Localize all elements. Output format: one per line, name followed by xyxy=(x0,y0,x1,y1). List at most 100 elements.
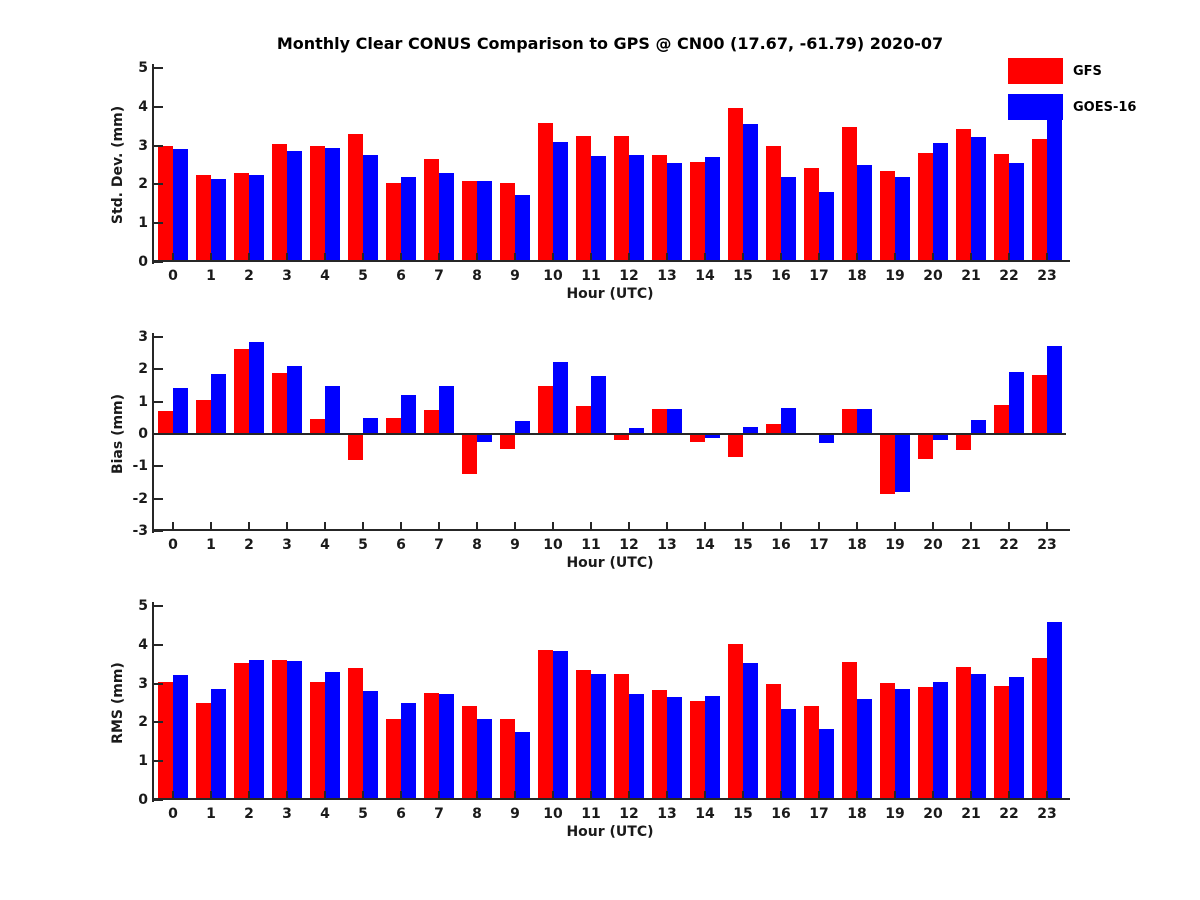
bar-gfs-hour-10 xyxy=(537,123,553,262)
bar-goes-16-hour-3 xyxy=(287,661,303,800)
bar-gfs-hour-21 xyxy=(955,666,971,800)
bar-goes-16-hour-18 xyxy=(857,409,873,434)
bar-goes-16-hour-12 xyxy=(629,155,645,262)
bar-goes-16-hour-6 xyxy=(401,703,417,800)
bias-plot-area: -3 -2 -1 0 1 2 3 0 1 2 3 4 5 6 7 8 9 10 11 12 13 14 15 16 17 18 19… xyxy=(132,330,1070,553)
bar-goes-16-hour-17 xyxy=(819,192,835,262)
bar-gfs-hour-2 xyxy=(233,172,249,262)
rms-x-tick-label: 7 xyxy=(434,806,444,822)
bar-goes-16-hour-23 xyxy=(1047,346,1063,434)
rms-x-tick-label: 22 xyxy=(999,806,1019,822)
stddev-x-tick xyxy=(818,253,820,262)
bar-goes-16-hour-5 xyxy=(363,417,379,434)
bar-goes-16-hour-22 xyxy=(1009,676,1025,800)
stddev-x-tick xyxy=(666,253,668,262)
legend-entry-gfs: GFS xyxy=(1008,58,1136,84)
bias-y-tick xyxy=(154,336,163,338)
bar-gfs-hour-15 xyxy=(727,434,743,457)
bar-gfs-hour-13 xyxy=(651,690,667,800)
bar-gfs-hour-0 xyxy=(157,411,173,434)
stddev-x-tick xyxy=(362,253,364,262)
rms-x-tick-label: 2 xyxy=(244,806,254,822)
bias-x-tick xyxy=(172,522,174,531)
rms-x-tick xyxy=(514,791,516,800)
bias-x-tick-label: 1 xyxy=(206,537,216,553)
stddev-x-tick-label: 8 xyxy=(472,268,482,284)
bar-goes-16-hour-1 xyxy=(211,689,227,800)
bar-gfs-hour-19 xyxy=(879,682,895,800)
bias-x-tick xyxy=(780,522,782,531)
bar-goes-16-hour-17 xyxy=(819,434,835,444)
bias-x-tick xyxy=(666,522,668,531)
bar-goes-16-hour-14 xyxy=(705,157,721,262)
stddev-x-tick xyxy=(780,253,782,262)
bar-goes-16-hour-6 xyxy=(401,395,417,434)
bias-x-tick-label: 3 xyxy=(282,537,292,553)
stddev-x-tick xyxy=(1046,253,1048,262)
stddev-y-axis-label: Std. Dev. (mm) xyxy=(110,105,126,225)
bar-gfs-hour-12 xyxy=(613,673,629,800)
rms-plot-area: 0 1 2 3 4 5 0 1 2 3 4 5 6 7 8 9 10 11 12 13 14 15 16 17 18 19 20 21… xyxy=(138,599,1070,822)
bias-y-tick xyxy=(154,368,163,371)
rms-x-axis xyxy=(152,798,1070,800)
bias-x-axis-label: Hour (UTC) xyxy=(566,555,654,571)
rms-x-tick-label: 16 xyxy=(771,806,791,822)
bias-x-tick xyxy=(1046,522,1048,531)
bias-y-axis xyxy=(152,333,154,533)
rms-y-tick xyxy=(154,799,163,801)
bias-x-tick xyxy=(400,522,402,531)
rms-x-tick xyxy=(172,791,174,800)
stddev-x-tick xyxy=(894,253,896,262)
bias-x-tick xyxy=(286,522,288,531)
bar-goes-16-hour-1 xyxy=(211,374,227,434)
rms-x-tick xyxy=(590,791,592,800)
bias-x-tick-label: 2 xyxy=(244,537,254,553)
bias-x-tick xyxy=(476,522,478,531)
bias-x-tick-label: 22 xyxy=(999,537,1019,553)
rms-y-tick xyxy=(154,721,163,724)
bias-x-tick-label: 8 xyxy=(472,537,482,553)
bar-gfs-hour-20 xyxy=(917,686,933,800)
bar-gfs-hour-23 xyxy=(1031,375,1047,434)
stddev-y-tick-label: 2 xyxy=(138,176,148,193)
bias-x-tick xyxy=(856,522,858,531)
bar-goes-16-hour-11 xyxy=(591,673,607,800)
bar-gfs-hour-13 xyxy=(651,154,667,262)
stddev-y-axis xyxy=(152,64,154,264)
rms-x-tick-label: 1 xyxy=(206,806,216,822)
bias-x-tick xyxy=(552,522,554,531)
bar-goes-16-hour-3 xyxy=(287,366,303,434)
bar-gfs-hour-14 xyxy=(689,701,705,800)
bias-x-tick xyxy=(932,522,934,531)
gfs-color-swatch xyxy=(1008,58,1063,84)
bias-x-tick-label: 13 xyxy=(657,537,677,553)
stddev-x-tick-label: 17 xyxy=(809,268,829,284)
bar-goes-16-hour-19 xyxy=(895,689,911,800)
bar-goes-16-hour-16 xyxy=(781,708,797,800)
bar-goes-16-hour-23 xyxy=(1047,621,1063,800)
bar-gfs-hour-1 xyxy=(195,174,211,262)
rms-y-tick-label: 1 xyxy=(138,753,148,770)
stddev-x-axis xyxy=(152,260,1070,262)
rms-x-tick xyxy=(248,791,250,800)
stddev-x-tick-label: 15 xyxy=(733,268,753,284)
bar-gfs-hour-0 xyxy=(157,681,173,800)
stddev-x-tick xyxy=(856,253,858,262)
bar-gfs-hour-4 xyxy=(309,681,325,800)
bar-goes-16-hour-6 xyxy=(401,177,417,262)
bar-gfs-hour-1 xyxy=(195,400,211,434)
stddev-y-tick-label: 5 xyxy=(138,60,148,76)
bar-goes-16-hour-19 xyxy=(895,177,911,262)
bar-goes-16-hour-16 xyxy=(781,408,797,434)
bar-gfs-hour-6 xyxy=(385,719,401,800)
bar-goes-16-hour-16 xyxy=(781,176,797,262)
stddev-x-tick-label: 16 xyxy=(771,268,791,284)
bias-x-tick xyxy=(248,522,250,531)
rms-x-axis-label: Hour (UTC) xyxy=(566,824,654,840)
rms-x-tick-label: 20 xyxy=(923,806,943,822)
bar-gfs-hour-23 xyxy=(1031,658,1047,800)
bias-y-tick xyxy=(154,400,163,403)
bar-goes-16-hour-14 xyxy=(705,696,721,800)
bar-gfs-hour-22 xyxy=(993,685,1009,800)
bar-gfs-hour-7 xyxy=(423,692,439,800)
